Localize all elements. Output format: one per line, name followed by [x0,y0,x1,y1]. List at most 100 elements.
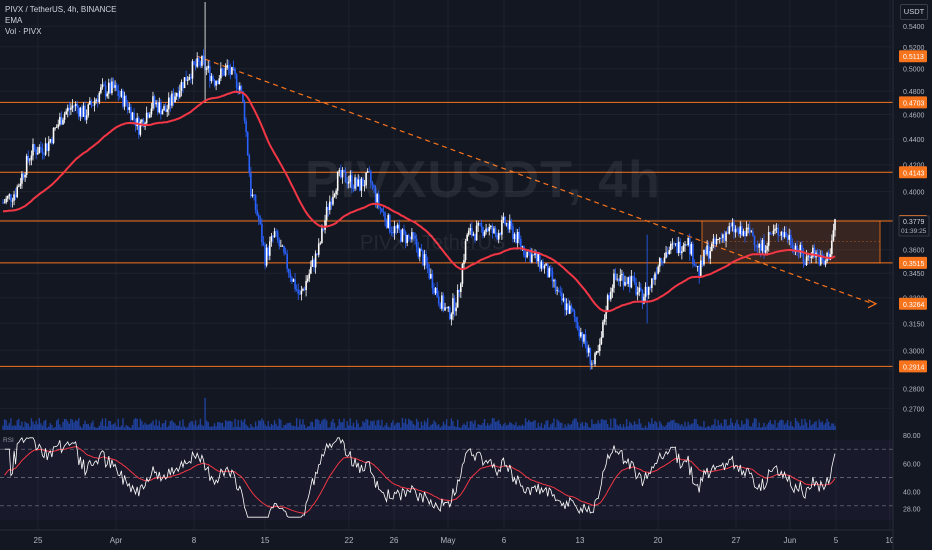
candle-body [780,231,783,236]
volume-bar [539,426,541,430]
candle-body [227,65,230,70]
volume-bar [90,422,93,430]
price-axis-bg [893,0,932,550]
volume-bar [232,427,235,430]
volume-bar [60,427,63,430]
volume-bar [450,418,453,430]
volume-bar [114,422,116,430]
rsi-indicator-label[interactable]: RSI [3,437,14,444]
candle-body [257,215,260,220]
volume-indicator-label[interactable]: Vol · PIVX [5,27,42,36]
candle-body [502,216,505,221]
volume-bar [434,422,437,430]
level-price-tag: 0.3515 [903,261,925,268]
candle-body [234,69,236,75]
volume-bar [150,422,153,430]
volume-bar [187,426,189,430]
volume-bar [452,421,454,430]
candle-body [482,226,484,236]
candle-body [259,219,262,225]
volume-bar [134,418,137,430]
price-axis[interactable]: 0.27000.28000.29000.30000.31500.33000.34… [892,0,932,550]
volume-bar [283,425,285,430]
candle-body [494,228,497,235]
time-tick-label: 15 [261,536,270,545]
candle-body [139,121,142,135]
candle-body [357,179,360,187]
volume-bar [790,421,792,430]
candle-body [209,65,211,82]
candle-body [526,251,528,258]
candle-body [120,91,123,97]
currency-unit-button[interactable]: USDT [900,4,928,20]
candle-body [819,254,822,265]
volume-bar [294,426,296,430]
candle-body [496,234,498,240]
volume-bar [723,419,726,430]
candle-body [51,139,53,144]
time-tick-label: 20 [654,536,663,545]
volume-bar [441,425,443,430]
candle-body [145,112,148,124]
candle-body [567,303,569,314]
volume-bar [665,425,667,430]
candle-body [660,258,663,262]
volume-bar [63,418,66,430]
symbol-title[interactable]: PIVX / TetherUS, 4h, BINANCE [5,5,117,14]
volume-bar [145,424,148,430]
volume-bar [172,422,175,430]
volume-bar [3,419,6,430]
volume-bar [128,427,130,430]
candle-body [611,287,614,292]
volume-bar [404,418,407,430]
candle-body [14,194,17,198]
volume-bar [534,420,536,430]
candle-body [340,170,342,178]
rsi-tick-label: 80.00 [903,433,921,440]
volume-bar [816,427,819,430]
candle-body [591,363,593,365]
volume-bar [300,424,303,430]
candle-body [731,222,734,227]
volume-bar [583,425,585,430]
volume-bar [209,426,211,430]
price-tick-label: 0.4400 [903,137,925,144]
volume-bar [280,419,282,430]
volume-bar [592,424,595,430]
candle-body [254,195,257,210]
candle-body [801,244,803,255]
candle-body [763,240,765,253]
volume-bar [635,423,637,430]
volume-bar [831,423,833,430]
volume-bar [681,424,683,430]
volume-bar [202,425,205,430]
volume-bar [207,422,209,430]
candle-body [330,201,333,205]
candle-body [158,102,161,113]
volume-bar [546,420,549,430]
candle-body [726,232,729,234]
time-axis[interactable]: 25 Apr 8 15 22 26 May 6 13 20 27 Jun 5 10 [0,529,932,550]
ema-indicator-label[interactable]: EMA [5,16,23,25]
trendline[interactable] [196,55,878,309]
volume-bar [311,421,314,430]
volume-bar [744,423,746,430]
volume-bar [183,426,186,430]
volume-bar [49,423,52,430]
candle-body [76,103,79,108]
volume-bar [242,421,244,430]
volume-bar [340,422,342,430]
candle-body [730,226,732,227]
volume-bar [657,427,659,430]
volume-bar [131,424,134,430]
candle-body [505,223,508,225]
candle-body [624,281,626,286]
horizontal-levels[interactable] [0,101,893,367]
volume-bar [728,425,730,430]
volume-bar [306,426,309,430]
price-tick-label: 0.4800 [903,89,925,96]
volume-bar [22,427,25,430]
candle-body [409,237,412,240]
